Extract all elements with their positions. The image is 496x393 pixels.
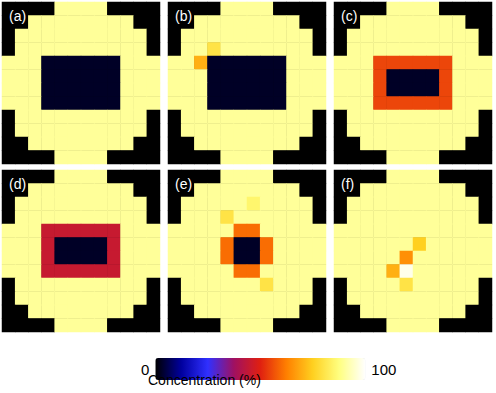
svg-text:Concentration (%): Concentration (%)	[148, 372, 261, 388]
svg-text:(b): (b)	[175, 8, 192, 24]
svg-text:0: 0	[141, 360, 150, 378]
svg-text:(f): (f)	[341, 176, 354, 192]
svg-text:(c): (c)	[341, 8, 357, 24]
svg-text:(a): (a)	[9, 8, 26, 24]
svg-text:100: 100	[371, 361, 396, 378]
svg-text:(e): (e)	[175, 176, 192, 192]
svg-text:(d): (d)	[9, 176, 26, 192]
